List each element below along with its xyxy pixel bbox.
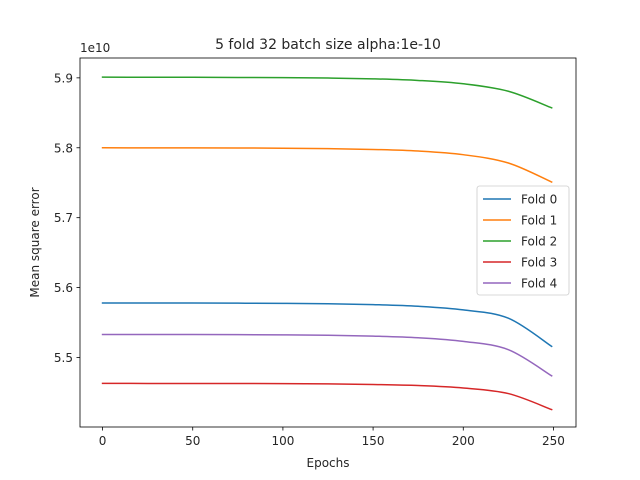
y-tick-label: 5.8 [54, 141, 73, 155]
x-tick-label: 100 [271, 434, 294, 448]
legend-label: Fold 3 [521, 256, 557, 270]
series-line-fold-3 [101, 382, 553, 411]
x-tick-label: 50 [185, 434, 200, 448]
legend-label: Fold 1 [521, 214, 557, 228]
series-layer [101, 76, 553, 411]
legend-label: Fold 0 [521, 193, 557, 207]
y-multiplier-label: 1e10 [80, 41, 110, 55]
y-tick-label: 5.5 [54, 351, 73, 365]
chart-title: 5 fold 32 batch size alpha:1e-10 [215, 37, 441, 53]
series-line-fold-0 [101, 302, 553, 348]
legend-box [476, 185, 570, 296]
y-tick-label: 5.9 [54, 71, 73, 85]
x-tick-label: 200 [452, 434, 475, 448]
y-axis-label: Mean square error [28, 187, 42, 297]
legend-label: Fold 2 [521, 235, 557, 249]
x-tick-label: 150 [362, 434, 385, 448]
y-tick-label: 5.6 [54, 281, 73, 295]
series-line-fold-1 [101, 147, 553, 184]
legend-label: Fold 4 [521, 277, 557, 291]
x-axis-label: Epochs [307, 456, 350, 470]
x-tick-label: 0 [99, 434, 107, 448]
axes-frame [79, 57, 577, 428]
series-line-fold-2 [101, 76, 553, 109]
legend: Fold 0 Fold 1 Fold 2 Fold 3 Fold 4 [476, 185, 570, 296]
series-line-fold-4 [101, 333, 553, 377]
y-tick-label: 5.7 [54, 211, 73, 225]
x-tick-label: 250 [542, 434, 565, 448]
axes-layer: 0 50 100 150 200 250 5.5 5.6 5.7 5.8 5.9 [54, 57, 577, 448]
